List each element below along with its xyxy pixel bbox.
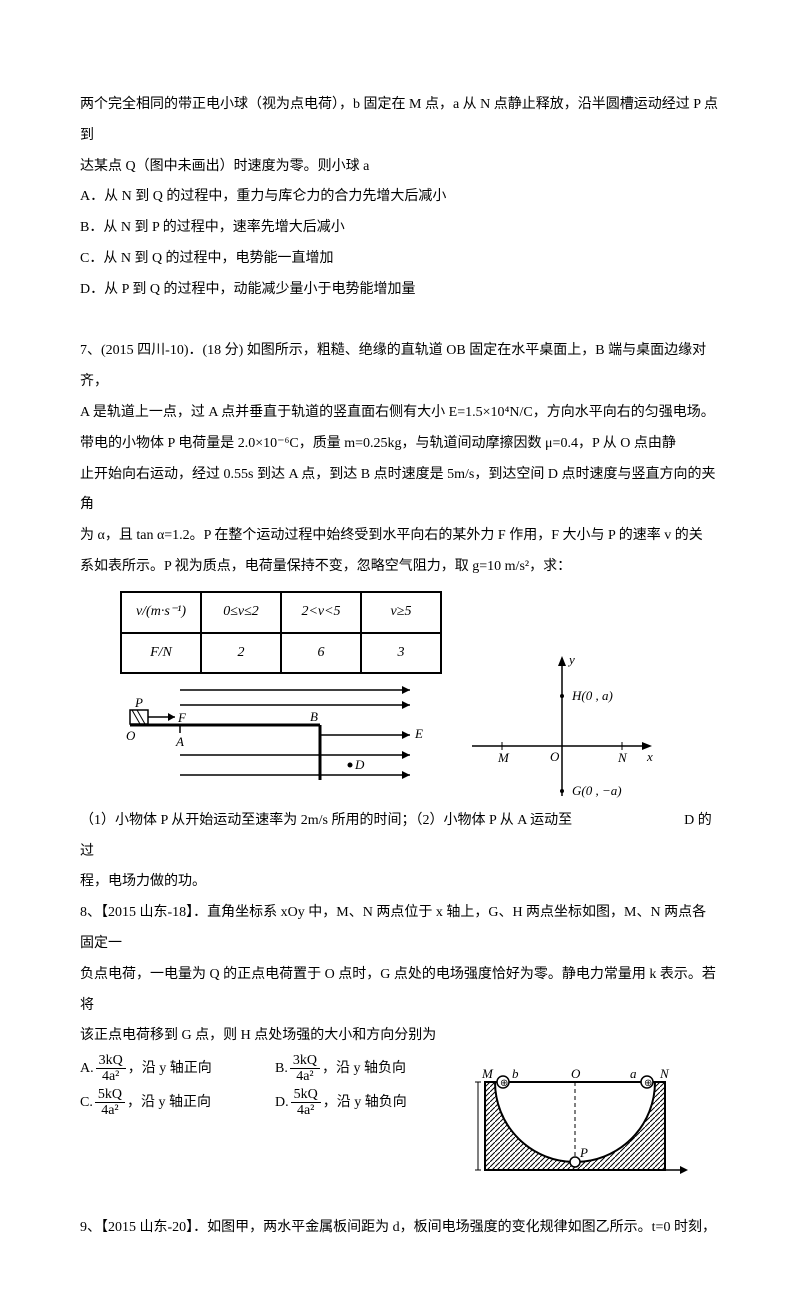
cell: 2	[201, 633, 281, 674]
svg-text:P: P	[579, 1145, 588, 1160]
svg-text:O: O	[550, 749, 560, 764]
cell: 0≤v≤2	[201, 592, 281, 633]
frac: 3kQ4a²	[290, 1053, 320, 1085]
intro-optB: B．从 N 到 P 的过程中，速率先增大后减小	[80, 213, 720, 244]
svg-text:E: E	[414, 726, 423, 741]
q8-bowl-figure: ⊕ ⊕ M b O a N P	[470, 1062, 690, 1182]
cell: F/N	[121, 633, 201, 674]
svg-text:M: M	[497, 750, 510, 765]
q7-l6: 系如表所示。P 视为质点，电荷量保持不变，忽略空气阻力，取 g=10 m/s²，…	[80, 552, 720, 583]
svg-text:A: A	[175, 734, 184, 749]
q7-l4: 止开始向右运动，经过 0.55s 到达 A 点，到达 B 点时速度是 5m/s，…	[80, 460, 720, 522]
intro-p1: 两个完全相同的带正电小球（视为点电荷），b 固定在 M 点，a 从 N 点静止释…	[80, 90, 720, 152]
svg-text:x: x	[646, 749, 653, 764]
svg-text:G(0 , −a): G(0 , −a)	[572, 783, 622, 798]
intro-optC: C．从 N 到 Q 的过程中，电势能一直增加	[80, 244, 720, 275]
frac: 5kQ4a²	[95, 1087, 125, 1119]
q8-optD-post: ，沿 y 轴负向	[323, 1086, 407, 1120]
q7-table: v/(m·s⁻¹) 0≤v≤2 2<v<5 v≥5 F/N 2 6 3	[120, 591, 442, 675]
q7-l2: A 是轨道上一点，过 A 点并垂直于轨道的竖直面右侧有大小 E=1.5×10⁴N…	[80, 398, 720, 429]
cell: 3	[361, 633, 441, 674]
svg-text:⊕: ⊕	[500, 1078, 508, 1089]
q7-sub: （1）小物体 P 从开始运动至速率为 2m/s 所用的时间；（2）小物体 P 从…	[80, 806, 720, 868]
svg-text:a: a	[630, 1066, 637, 1081]
intro-optA: A．从 N 到 Q 的过程中，重力与库仑力的合力先增大后减小	[80, 182, 720, 213]
svg-text:D: D	[354, 757, 365, 772]
q8-optC-post: ，沿 y 轴正向	[127, 1086, 211, 1120]
svg-text:F: F	[177, 710, 187, 725]
svg-text:H(0 , a): H(0 , a)	[571, 688, 613, 703]
cell: v≥5	[361, 592, 441, 633]
frac: 3kQ4a²	[96, 1053, 126, 1085]
q7-head: 7、(2015 四川-10)．(18 分) 如图所示，粗糙、绝缘的直轨道 OB …	[80, 336, 720, 398]
svg-text:O: O	[126, 728, 136, 743]
svg-text:O: O	[571, 1066, 581, 1081]
cell: v/(m·s⁻¹)	[121, 592, 201, 633]
q8-optB-post: ，沿 y 轴负向	[322, 1052, 406, 1086]
q8-options: A. 3kQ4a² ，沿 y 轴正向 B. 3kQ4a² ，沿 y 轴负向 C.…	[80, 1052, 470, 1119]
frac: 5kQ4a²	[291, 1087, 321, 1119]
q8-optD-pre: D.	[275, 1086, 289, 1120]
svg-text:⊕: ⊕	[644, 1078, 652, 1089]
intro-optD: D．从 P 到 Q 的过程中，动能减少量小于电势能增加量	[80, 275, 720, 306]
q8-l2: 负点电荷，一电量为 Q 的正点电荷置于 O 点时，G 点处的电场强度恰好为零。静…	[80, 960, 720, 1022]
svg-text:b: b	[512, 1066, 519, 1081]
svg-text:N: N	[617, 750, 628, 765]
q7-l5: 为 α，且 tan α=1.2。P 在整个运动过程中始终受到水平向右的某外力 F…	[80, 521, 720, 552]
q7-l3: 带电的小物体 P 电荷量是 2.0×10⁻⁶C，质量 m=0.25kg，与轨道间…	[80, 429, 720, 460]
q8-head: 8、【2015 山东-18】．直角坐标系 xOy 中，M、N 两点位于 x 轴上…	[80, 898, 720, 960]
cell: 6	[281, 633, 361, 674]
q7-diagram: P F A O B E D	[120, 680, 430, 785]
q8-optA-pre: A.	[80, 1052, 94, 1086]
svg-text:N: N	[659, 1066, 670, 1081]
q8-l3: 该正点电荷移到 G 点，则 H 点处场强的大小和方向分别为	[80, 1021, 720, 1052]
svg-text:M: M	[481, 1066, 494, 1081]
q7-coord: y x H(0 , a) G(0 , −a) M N O	[462, 646, 662, 806]
q9-head: 9、【2015 山东-20】．如图甲，两水平金属板间距为 d，板间电场强度的变化…	[80, 1213, 720, 1244]
svg-text:y: y	[567, 652, 575, 667]
q7-sub2: 程，电场力做的功。	[80, 867, 720, 898]
q8-optB-pre: B.	[275, 1052, 288, 1086]
q8-optC-pre: C.	[80, 1086, 93, 1120]
svg-text:P: P	[134, 695, 143, 710]
q8-optA-post: ，沿 y 轴正向	[128, 1052, 212, 1086]
intro-p2: 达某点 Q（图中未画出）时速度为零。则小球 a	[80, 152, 720, 183]
svg-text:B: B	[310, 709, 318, 724]
cell: 2<v<5	[281, 592, 361, 633]
